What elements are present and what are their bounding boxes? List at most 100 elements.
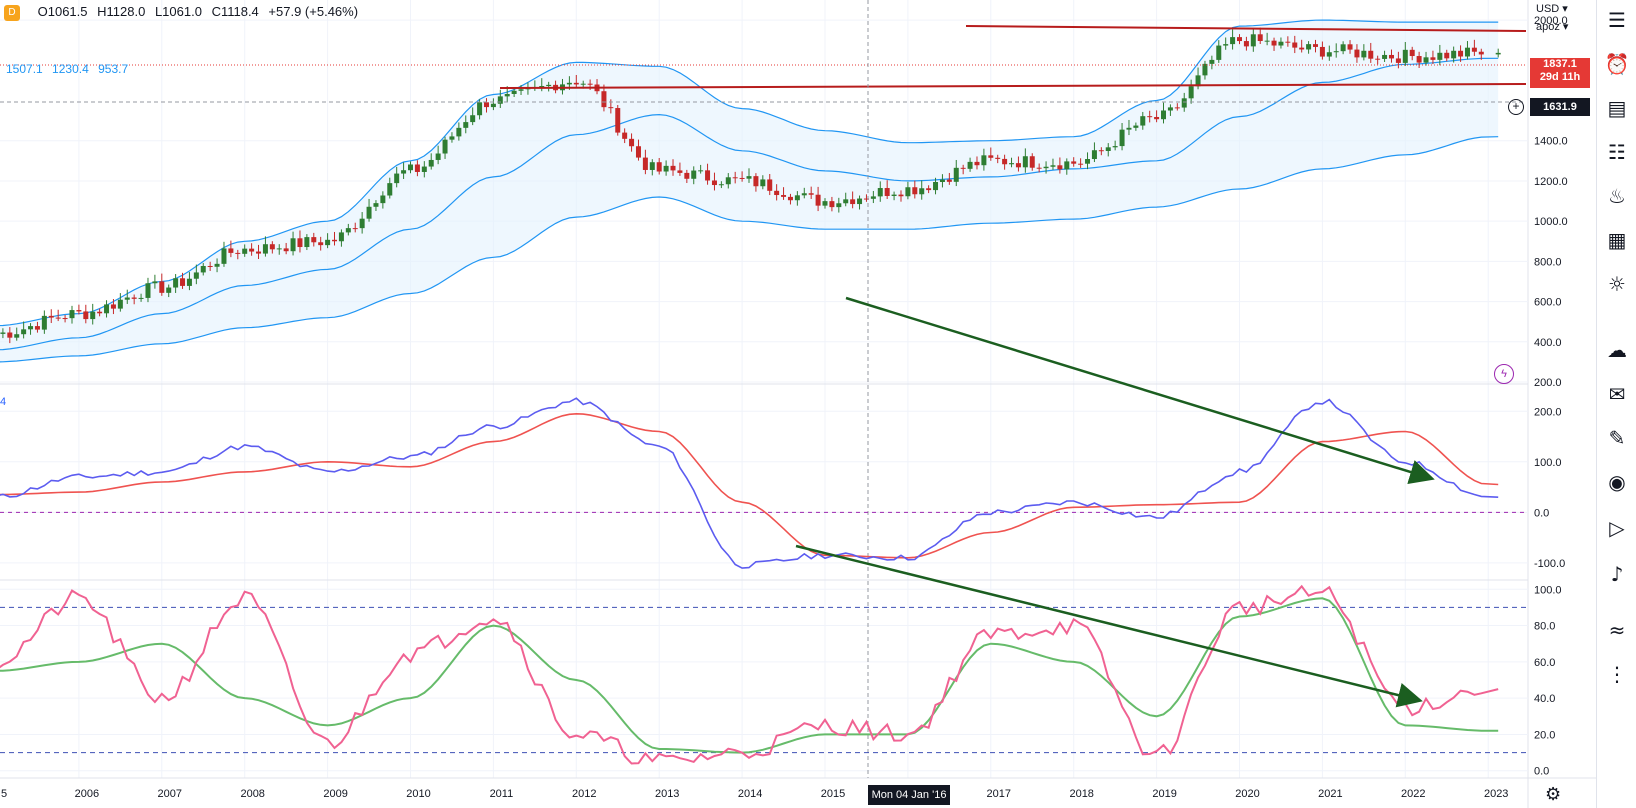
scale-label: apoz (1536, 21, 1560, 33)
time-tick-label: 2007 (158, 788, 182, 800)
candle-body (857, 198, 863, 205)
stoch-d-line (0, 597, 1499, 754)
candle-body (124, 297, 130, 300)
stoch-tick-label: 80.0 (1534, 621, 1555, 633)
time-tick-label: 2020 (1235, 788, 1259, 800)
candle-body (1078, 163, 1084, 165)
candle-body (1140, 116, 1146, 126)
candle-body (843, 199, 849, 204)
news-icon[interactable]: ▤ (1607, 96, 1627, 120)
playback-icon[interactable]: ▷ (1609, 516, 1625, 540)
time-tick-label: 2013 (655, 788, 679, 800)
chart-canvas[interactable]: 2000.0 1400.0 1200.0 1000.0 800.0 600.0 400.0 2… (0, 0, 1596, 808)
candle-body (539, 86, 545, 88)
stream-icon[interactable]: ◉ (1608, 470, 1626, 494)
candle-body (1312, 44, 1318, 47)
bb-upper-value: 1507.1 (6, 62, 43, 76)
candle-body (110, 304, 116, 309)
price-tick-label: 600.0 (1534, 297, 1562, 309)
add-alert-icon[interactable]: + (1508, 99, 1524, 115)
candle-body (442, 139, 448, 154)
price-tick-label: 200.0 (1534, 377, 1562, 389)
resistance-line-upper (965, 25, 1527, 32)
watchlist-icon[interactable]: ☰ (1608, 8, 1626, 32)
candle-body (463, 122, 469, 128)
alarm-clock-icon[interactable]: ⏰ (1604, 52, 1630, 76)
currency-selector[interactable]: USD ▾ (1536, 3, 1568, 15)
candle-body (732, 177, 738, 179)
candle-body (483, 102, 489, 108)
time-tick-label: 2006 (75, 788, 99, 800)
candle-body (960, 167, 966, 169)
candle-body (1181, 98, 1187, 108)
macd-tick-label: 0.0 (1534, 507, 1549, 519)
candle-body (311, 237, 317, 243)
candle-body (1167, 107, 1173, 111)
symbol-logo-icon[interactable]: D (4, 4, 20, 21)
candle-body (62, 318, 68, 320)
candle-body (760, 179, 766, 187)
candle-body (1223, 44, 1229, 46)
candle-body (186, 278, 192, 286)
candle-body (1036, 167, 1042, 169)
macd-legend[interactable]: 4 (0, 396, 7, 408)
candle-body (7, 332, 13, 338)
candle-body (180, 278, 186, 286)
candle-body (635, 146, 641, 158)
candle-body (787, 196, 793, 201)
macd-line (0, 397, 1499, 569)
candle-body (884, 188, 890, 196)
candle-body (1423, 57, 1429, 63)
candle-body (1216, 45, 1222, 60)
candle-body (1257, 34, 1263, 42)
candle-body (1161, 110, 1167, 120)
calendar-icon[interactable]: ▦ (1607, 228, 1627, 252)
time-tick-label: 2010 (406, 788, 430, 800)
pattern-icon[interactable]: ≈ (1608, 618, 1626, 642)
candle-body (193, 272, 199, 279)
chat-icon[interactable]: ☁ (1607, 338, 1627, 362)
candle-body (967, 161, 973, 169)
candle-body (28, 326, 34, 330)
candle-body (1154, 116, 1160, 120)
chats-icon[interactable]: ✉ (1608, 382, 1626, 406)
candle-body (269, 244, 275, 250)
candle-body (1050, 165, 1056, 167)
candle-body (207, 265, 213, 267)
stoch-k-line (0, 584, 1499, 765)
candle-body (870, 196, 876, 199)
candle-body (387, 183, 393, 196)
scale-selector[interactable]: apoz ▾ (1536, 21, 1569, 33)
candle-body (1464, 47, 1470, 57)
ideas-icon[interactable]: ☼ (1608, 272, 1626, 296)
candle-body (1495, 52, 1501, 55)
candle-body (304, 237, 310, 248)
candle-body (1368, 50, 1374, 59)
candle-body (0, 332, 6, 334)
last-price-value: 1837.1 (1543, 58, 1577, 70)
ohlc-close: C1118.4 (211, 4, 259, 19)
lightning-icon[interactable]: ϟ (1494, 364, 1514, 384)
candle-body (338, 232, 344, 242)
candle-body (573, 82, 579, 85)
notifications-icon[interactable]: ♪ (1610, 562, 1624, 586)
candle-body (580, 83, 586, 85)
more-icon[interactable]: ⋮ (1607, 662, 1627, 686)
bollinger-legend[interactable]: 1507.1 1230.4 953.7 (6, 62, 134, 76)
notes-icon[interactable]: ✎ (1608, 426, 1626, 450)
candle-body (159, 281, 165, 293)
candle-body (1299, 47, 1305, 50)
candle-body (1119, 129, 1125, 147)
bb-lower-value: 953.7 (98, 62, 129, 76)
candle-body (1022, 156, 1028, 168)
candle-body (14, 334, 20, 338)
bar-countdown: 29d 11h (1539, 71, 1581, 83)
candle-body (850, 199, 856, 205)
macd-signal-line (0, 412, 1499, 559)
ohlc-open: O1061.5 (37, 4, 88, 19)
candle-body (117, 299, 123, 309)
hotlist-icon[interactable]: ♨ (1608, 184, 1626, 208)
currency-label: USD (1536, 3, 1560, 15)
settings-gear-icon[interactable]: ⚙ (1545, 784, 1562, 805)
data-window-icon[interactable]: ☷ (1608, 140, 1626, 164)
